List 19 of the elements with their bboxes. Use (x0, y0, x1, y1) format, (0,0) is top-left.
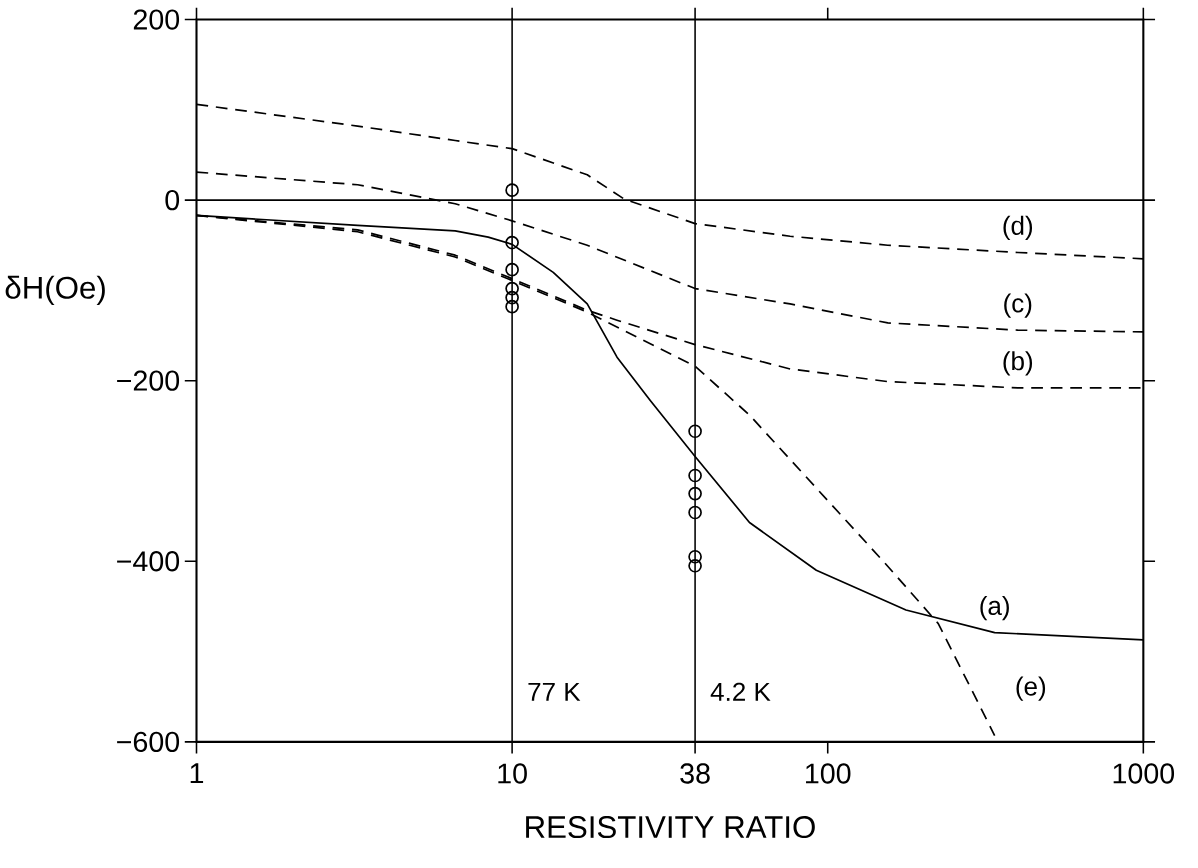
ref-line-label: 77 K (528, 683, 581, 701)
series-label: (b) (1003, 351, 1033, 376)
ref-line-label: 4.2 K (710, 682, 771, 701)
y-tick-label: −200 (117, 370, 180, 391)
series-label: (e) (1016, 676, 1046, 701)
series-label: (a) (980, 596, 1009, 621)
y-tick-label: −600 (117, 731, 180, 753)
series-label: (d) (1003, 215, 1033, 241)
x-tick-label: 100 (806, 763, 851, 784)
y-tick-label: −400 (117, 551, 180, 572)
y-tick-label: 200 (133, 9, 180, 30)
y-tick-label: 0 (165, 190, 180, 211)
x-axis-title: RESISTIVITY RATIO (526, 816, 815, 839)
x-tick-label: 1 (190, 763, 204, 784)
x-tick-label: 1000 (1113, 763, 1175, 784)
y-axis-title: δH(Oe) (5, 275, 105, 306)
x-tick-label: 38 (680, 763, 710, 784)
series-label: (c) (1004, 293, 1032, 318)
x-tick-label: 10 (498, 763, 527, 784)
